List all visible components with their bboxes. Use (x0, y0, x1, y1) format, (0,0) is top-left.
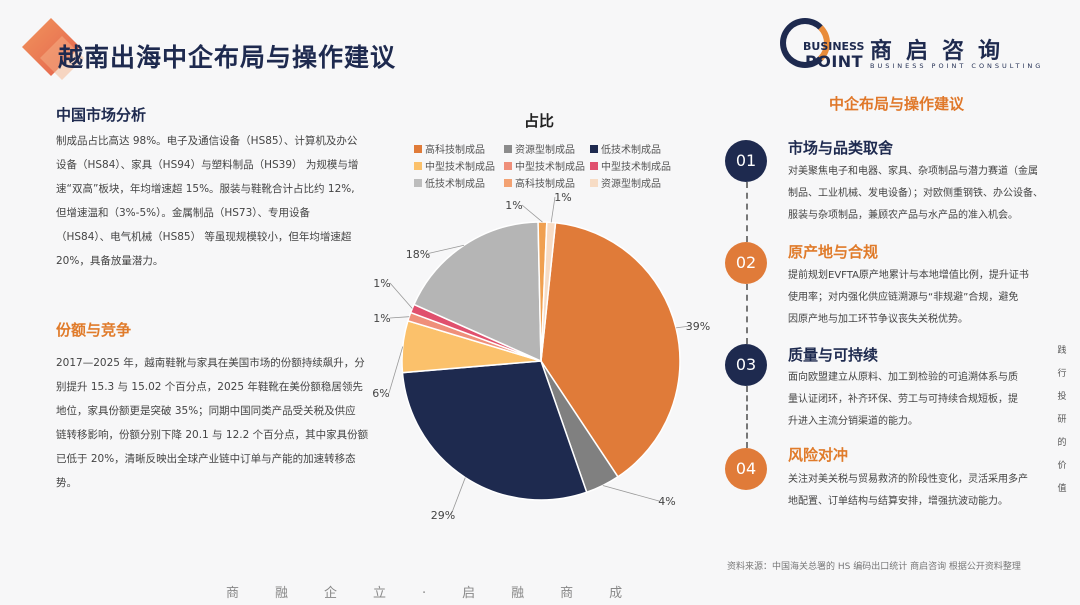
recommendations-heading: 中企布局与操作建议 (829, 95, 965, 113)
legend-swatch (414, 162, 422, 170)
side-slogan: 践 行 投 研 的 价 值 (1055, 340, 1069, 501)
pie-leader-line (521, 204, 543, 223)
step-line: 提前规划EVFTA原产地累计与本地增值比例，提升证书 (788, 270, 1029, 281)
legend-swatch (414, 179, 422, 187)
chart-title: 占比 (524, 112, 555, 130)
step-title: 质量与可持续 (788, 346, 879, 364)
pie-leader-line (675, 325, 691, 329)
share-line: 已低于 20%，清晰反映出全球产业链中订单与产能的加速转移态 (56, 453, 356, 465)
share-competition-heading: 份额与竞争 (56, 321, 132, 339)
legend-item: 高科技制成品 (504, 175, 575, 190)
legend-swatch (504, 179, 512, 187)
side-char: 践 (1057, 346, 1067, 356)
legend-swatch (414, 145, 422, 153)
logo-english-name: BUSINESS POINT CONSULTING (870, 62, 1044, 70)
pie-leader-line (389, 316, 410, 319)
step-line: 对美聚焦电子和电器、家具、杂项制品与潜力赛道（金属 (788, 166, 1038, 177)
side-char: 投 (1057, 392, 1067, 402)
pie-slice-label: 1% (554, 191, 571, 204)
legend-swatch (590, 179, 598, 187)
market-line: 20%，具备放量潜力。 (56, 255, 164, 267)
step-connector (746, 182, 748, 242)
share-line: 链转移影响，份额分别下降 20.1 与 12.2 个百分点，其中家具份额 (56, 429, 369, 441)
step-text: 关注对美关税与贸易救济的阶段性变化，灵活采用多产 地配置、订单结构与结算安排，增… (788, 469, 1058, 513)
step-line: 面向欧盟建立从原料、加工到检验的可追溯体系与质 (788, 372, 1018, 383)
logo-chinese-name: 商启咨询 (870, 39, 1015, 64)
side-char: 行 (1057, 369, 1067, 379)
market-line: 但增速温和（3%-5%）。金属制品（HS73）、专用设备 (56, 207, 311, 219)
footer-slogan: 商融企立·启融商成 (226, 586, 659, 601)
legend-item: 低技术制成品 (414, 175, 485, 190)
legend-item: 中型技术制成品 (414, 158, 495, 173)
market-line: 设备（HS84）、家具（HS94）与塑料制品（HS39） 为规模与增 (56, 159, 359, 171)
step-line: 使用率；对内强化供应链溯源与“非规避”合规，避免 (788, 292, 1019, 303)
step-connector (746, 284, 748, 344)
side-char: 研 (1057, 415, 1067, 425)
step-text: 对美聚焦电子和电器、家具、杂项制品与潜力赛道（金属 制品、工业机械、发电设备）；… (788, 161, 1058, 227)
legend-item: 低技术制成品 (590, 141, 661, 156)
legend-item: 资源型制成品 (504, 141, 575, 156)
step-number-03: 03 (725, 344, 767, 386)
pie-slice (413, 221, 542, 363)
legend-item: 高科技制成品 (414, 141, 485, 156)
pie-slice-label: 1% (373, 277, 390, 290)
pie-leader-line (425, 244, 465, 255)
share-line: 2017—2025 年，越南鞋靴与家具在美国市场的份额持续飙升，分 (56, 357, 365, 369)
pie-leader-line (450, 477, 466, 516)
step-number-01: 01 (725, 140, 767, 182)
side-char: 的 (1057, 438, 1067, 448)
step-line: 制品、工业机械、发电设备）；对欧侧重钢铁、办公设备、 (788, 188, 1043, 199)
pie-leader-line (602, 485, 660, 502)
step-line: 关注对美关税与贸易救济的阶段性变化，灵活采用多产 (788, 474, 1028, 485)
step-line: 因原产地与加工环节争议丧失关税优势。 (788, 314, 968, 325)
step-line: 升进入主流分销渠道的能力。 (788, 416, 918, 427)
share-line: 别提升 15.3 与 15.02 个百分点，2025 年鞋靴在美份额稳居领先 (56, 381, 363, 393)
step-title: 市场与品类取舍 (788, 139, 894, 157)
step-line: 服装与杂项制品，兼顾农产品与水产品的准入机会。 (788, 210, 1018, 221)
pie-slice-label: 39% (686, 320, 710, 333)
market-line: 制成品占比高达 98%。电子及通信设备（HS85）、计算机及办公 (56, 135, 358, 147)
pie-slice-label: 29% (431, 509, 455, 522)
pie-leader-line (550, 196, 556, 223)
legend-item: 中型技术制成品 (590, 158, 671, 173)
logo-icon (780, 18, 830, 68)
pie-slice-label: 6% (372, 387, 389, 400)
step-text: 面向欧盟建立从原料、加工到检验的可追溯体系与质 量认证闭环，补齐环保、劳工与可持… (788, 367, 1058, 433)
pie-slice-label: 18% (406, 248, 430, 261)
step-text: 提前规划EVFTA原产地累计与本地增值比例，提升证书 使用率；对内强化供应链溯源… (788, 265, 1058, 331)
step-line: 量认证闭环，补齐环保、劳工与可持续合规短板，提 (788, 394, 1018, 405)
market-line: （HS84）、电气机械（HS85） 等虽现规模较小，但年均增速超 (56, 231, 352, 243)
step-title: 风险对冲 (788, 446, 849, 464)
pie-slice-label: 1% (505, 199, 522, 212)
legend-swatch (590, 162, 598, 170)
legend-swatch (590, 145, 598, 153)
step-number-04: 04 (725, 448, 767, 490)
side-char: 价 (1057, 461, 1067, 471)
legend-swatch (504, 162, 512, 170)
pie-slice-label: 1% (373, 312, 390, 325)
page-title: 越南出海中企布局与操作建议 (58, 43, 397, 72)
data-source-note: 资料来源：中国海关总署的 HS 编码出口统计 商启咨询 根据公开资料整理 (727, 562, 1021, 572)
pie-slice-label: 4% (658, 495, 675, 508)
logo-word-business: BUSINESS (803, 40, 865, 53)
pie-slice (401, 360, 588, 501)
step-number-02: 02 (725, 242, 767, 284)
logo-word-point: POINT (805, 52, 864, 71)
pie-leader-line (388, 346, 404, 394)
market-analysis-text: 制成品占比高达 98%。电子及通信设备（HS85）、计算机及办公 设备（HS84… (56, 129, 386, 273)
legend-item: 资源型制成品 (590, 175, 661, 190)
share-line: 势。 (56, 477, 77, 489)
share-competition-text: 2017—2025 年，越南鞋靴与家具在美国市场的份额持续飙升，分 别提升 15… (56, 351, 391, 495)
step-connector (746, 386, 748, 448)
step-title: 原产地与合规 (788, 243, 879, 261)
pie-leader-line (389, 282, 413, 309)
step-line: 地配置、订单结构与结算安排，增强抗波动能力。 (788, 496, 1008, 507)
legend-swatch (504, 145, 512, 153)
legend-item: 中型技术制成品 (504, 158, 585, 173)
side-char: 值 (1057, 484, 1067, 494)
share-line: 地位，家具份额更是突破 35%；同期中国同类产品受关税及供应 (56, 405, 356, 417)
market-line: 速“双高”板块，年均增速超 15%。服装与鞋靴合计占比约 12%, (56, 183, 355, 195)
market-analysis-heading: 中国市场分析 (56, 106, 147, 124)
